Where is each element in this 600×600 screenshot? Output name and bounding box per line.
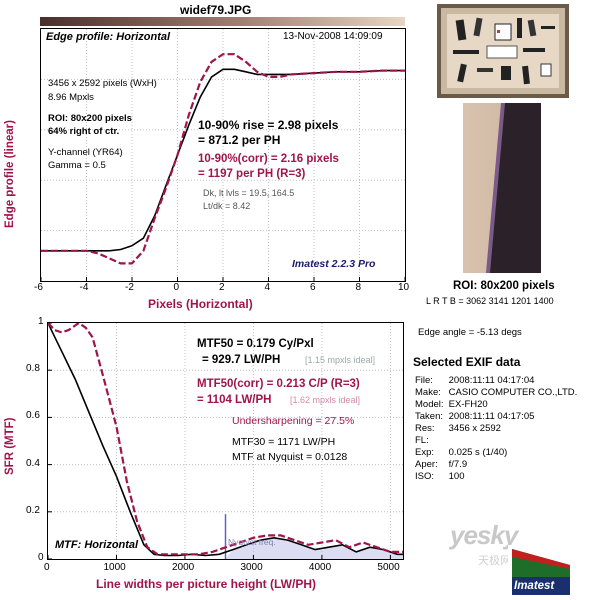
watermark-logo: yesky (450, 520, 518, 550)
exif-row: Taken: 2008:11:11 04:17:05 (415, 411, 535, 422)
mtf-ytick-label: 0.2 (26, 504, 40, 516)
edge-xtick-label: 2 (219, 282, 225, 293)
exif-title: Selected EXIF data (413, 355, 521, 369)
edge-xtick-label: -6 (34, 282, 43, 293)
exif-row: File: 2008:11:11 04:17:04 (415, 375, 535, 386)
roi-position: 64% right of ctr. (48, 126, 120, 137)
imatest-logo (508, 545, 574, 597)
mtf50-lwph: = 929.7 LW/PH (202, 354, 281, 366)
mtf-plot (47, 322, 404, 560)
edge-xtick-label: 0 (173, 282, 180, 293)
watermark-sub: 天极网 (478, 555, 511, 567)
rise-corr-value: 10-90%(corr) = 2.16 pixels (198, 153, 339, 165)
exif-row: Make: CASIO COMPUTER CO.,LTD. (415, 387, 578, 398)
exif-row: Aper: f/7.9 (415, 459, 468, 470)
dark-light-levels: Dk, lt lvls = 19.5, 164.5 (203, 188, 295, 198)
mtf-ytick-label: 1 (38, 316, 44, 327)
mtf30-value: MTF30 = 1171 LW/PH (232, 436, 336, 448)
file-title: widef79.JPG (180, 3, 252, 17)
mtf50-corr-ideal: [1.62 mpxls ideal] (290, 395, 361, 405)
rise-per-ph: = 871.2 per PH (198, 133, 281, 147)
file-title-bar (40, 17, 405, 26)
beyond-nyquist-area (225, 537, 403, 559)
mtf-xtick-label: 2000 (171, 562, 195, 573)
edge-ylabel: Edge profile (linear) (4, 120, 16, 228)
mtf-xtick-label: 1000 (103, 562, 126, 573)
edge-xtick-label: 8 (355, 282, 362, 293)
roi-size-label: ROI: 80x200 pixels (453, 280, 555, 292)
mtf-ylabel: SFR (MTF) (4, 417, 16, 475)
mtf-ytick-label: 0.4 (26, 457, 40, 469)
mtf-ytick-label: 0.6 (26, 410, 40, 422)
edge-raw-series-line (41, 68, 405, 252)
exif-row: FL: (415, 435, 429, 446)
roi-crop-image (463, 103, 541, 273)
exif-row: Res: 3456 x 2592 (415, 423, 501, 434)
edge-xtick-label: 10 (398, 282, 410, 293)
undersharpening: Undersharpening = 27.5% (232, 415, 355, 427)
mtf50-corr-value: MTF50(corr) = 0.213 C/P (R=3) (197, 378, 360, 390)
mtf-xtick-label: 3000 (240, 562, 263, 573)
mtf-ytick-label: 0.8 (26, 363, 40, 375)
edge-xtick-label: 6 (310, 282, 316, 293)
image-size: 3456 x 2592 pixels (WxH) (48, 78, 157, 89)
channel-label: Y-channel (YR64) (48, 147, 123, 158)
gamma-label: Gamma = 0.5 (48, 160, 106, 171)
mtf-ytick-label: 0 (38, 552, 44, 563)
mtf50-corr-lwph: = 1104 LW/PH (197, 394, 272, 406)
nyquist-label: Nyquist freq. (228, 537, 276, 547)
edge-profile-plot (40, 28, 406, 282)
rise-corr-per-ph: = 1197 per PH (R=3) (198, 168, 306, 180)
mtf-xtick-label: 4000 (308, 562, 332, 573)
imatest-logo-text: Imatest (514, 580, 555, 592)
edge-xtick-label: 4 (264, 282, 271, 293)
edge-xtick-label: -4 (79, 282, 89, 293)
mtf-corrected-series-line (48, 323, 403, 556)
mtf-panel-title: MTF: Horizontal (55, 539, 139, 551)
edge-xlabel: Pixels (Horizontal) (148, 297, 253, 311)
edge-panel-title: Edge profile: Horizontal (46, 31, 171, 43)
imatest-version: Imatest 2.2.3 Pro (292, 258, 376, 270)
mtf-xtick-label: 5000 (377, 562, 400, 573)
rise-value: 10-90% rise = 2.98 pixels (198, 118, 339, 132)
mtf-xlabel: Line widths per picture height (LW/PH) (96, 577, 317, 591)
exif-row: Exp: 0.025 s (1/40) (415, 447, 508, 458)
image-mpxls: 8.96 Mpxls (48, 92, 94, 103)
mtf-at-nyquist: MTF at Nyquist = 0.0128 (232, 451, 348, 463)
mtf-xtick-label: 0 (44, 562, 50, 573)
mtf-svg (48, 323, 403, 559)
edge-corrected-series-line (41, 53, 405, 265)
edge-panel-date: 13-Nov-2008 14:09:09 (283, 31, 383, 42)
edge-angle: Edge angle = -5.13 degs (418, 327, 522, 338)
mtf50-ideal: [1.15 mpxls ideal] (305, 355, 376, 365)
edge-profile-svg (41, 29, 405, 281)
roi-lrtb: L R T B = 3062 3141 1201 1400 (426, 296, 554, 306)
roi-label: ROI: 80x200 pixels (48, 113, 132, 124)
test-chart-thumbnail (437, 4, 569, 98)
light-dark-ratio: Lt/dk = 8.42 (203, 201, 251, 211)
edge-xtick-label: -2 (125, 282, 134, 293)
mtf50-value: MTF50 = 0.179 Cy/Pxl (197, 338, 314, 350)
exif-list: File: 2008:11:11 04:17:04 Make: CASIO CO… (415, 375, 577, 483)
exif-row: Model: EX-FH20 (415, 399, 488, 410)
exif-row: ISO: 100 (415, 471, 465, 482)
